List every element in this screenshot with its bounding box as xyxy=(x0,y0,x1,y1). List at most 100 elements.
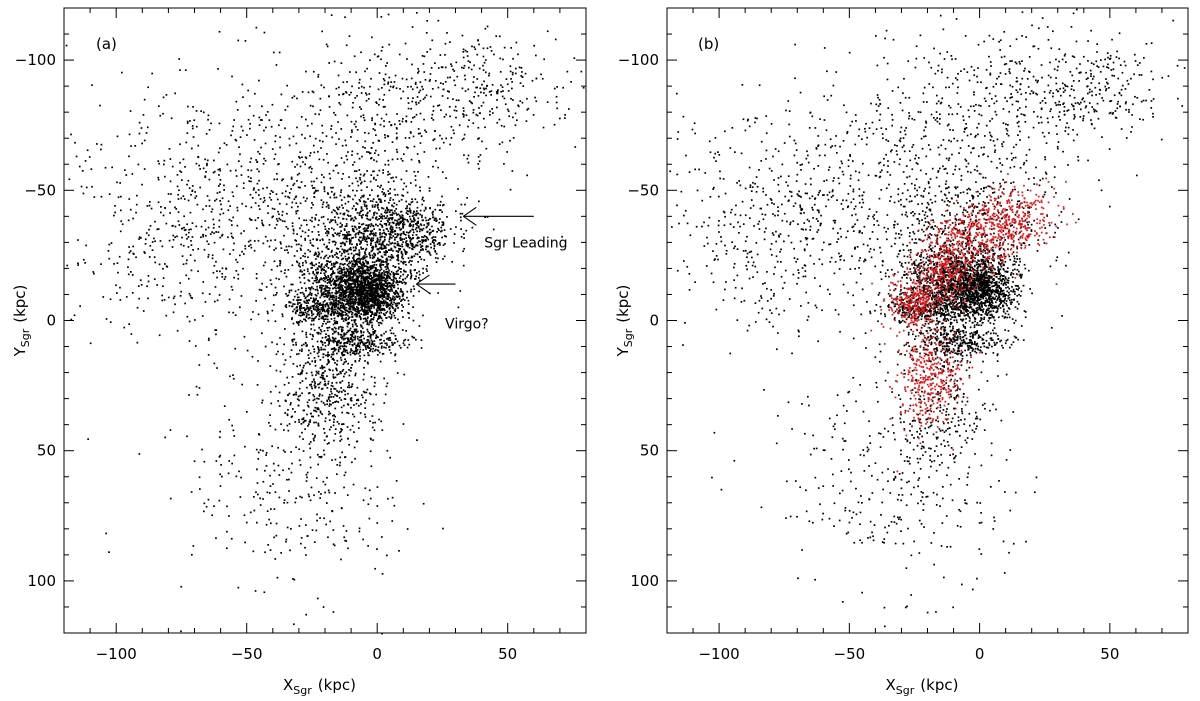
data-point xyxy=(309,242,312,244)
data-point xyxy=(388,238,391,240)
data-point xyxy=(330,14,333,16)
data-point xyxy=(421,236,423,238)
data-point xyxy=(524,72,527,75)
data-point xyxy=(335,304,338,307)
data-point xyxy=(292,184,295,187)
data-point xyxy=(426,265,428,267)
data-point xyxy=(427,219,430,221)
data-point xyxy=(356,313,359,316)
data-point xyxy=(276,198,279,201)
data-point xyxy=(366,317,369,320)
data-point xyxy=(182,263,185,266)
data-point xyxy=(369,278,371,280)
data-point xyxy=(388,269,390,272)
data-point xyxy=(408,343,411,346)
data-point xyxy=(359,259,362,261)
data-point xyxy=(351,154,353,156)
data-point xyxy=(386,292,388,295)
data-point xyxy=(312,305,315,307)
data-point xyxy=(410,244,413,246)
data-point xyxy=(426,51,429,53)
data-point xyxy=(349,262,352,264)
data-point xyxy=(372,281,374,284)
data-point xyxy=(353,254,355,257)
data-point xyxy=(384,199,386,202)
data-point xyxy=(341,242,343,245)
data-point xyxy=(281,192,284,195)
data-point xyxy=(304,185,306,187)
data-point xyxy=(380,287,383,289)
data-point xyxy=(306,197,308,200)
data-point xyxy=(255,300,257,302)
data-point xyxy=(320,287,322,289)
data-point xyxy=(468,119,470,121)
data-point xyxy=(387,289,390,291)
data-point xyxy=(422,196,424,199)
data-point xyxy=(338,295,341,297)
data-point xyxy=(390,247,392,250)
data-point xyxy=(326,329,329,332)
data-point xyxy=(347,275,350,277)
data-point xyxy=(349,275,351,278)
data-point xyxy=(352,288,355,291)
data-point xyxy=(511,71,514,74)
data-point xyxy=(377,55,380,58)
data-point xyxy=(374,267,377,269)
data-point xyxy=(457,188,459,190)
data-point xyxy=(315,275,317,277)
data-point xyxy=(413,214,416,216)
data-point xyxy=(386,219,389,222)
data-point xyxy=(369,300,372,303)
data-point xyxy=(360,306,362,309)
data-point xyxy=(364,289,367,291)
data-point xyxy=(458,124,461,127)
data-point xyxy=(483,92,485,94)
data-point xyxy=(353,286,356,288)
data-point xyxy=(340,284,343,286)
data-point xyxy=(365,214,367,217)
data-point xyxy=(169,180,172,183)
data-point xyxy=(338,138,340,140)
data-point xyxy=(363,227,366,229)
data-point xyxy=(343,275,346,277)
data-point xyxy=(391,221,394,224)
data-point xyxy=(512,57,514,60)
data-point xyxy=(384,266,387,268)
data-point xyxy=(271,148,274,150)
data-point xyxy=(393,296,396,299)
data-point xyxy=(383,289,386,291)
data-point xyxy=(434,160,437,162)
data-point xyxy=(406,275,408,278)
data-point xyxy=(314,251,317,254)
data-point xyxy=(373,316,375,319)
data-point xyxy=(568,108,570,110)
data-point xyxy=(477,95,480,97)
data-point xyxy=(429,254,432,256)
data-point xyxy=(258,194,260,196)
data-point xyxy=(356,276,358,279)
data-point xyxy=(296,180,298,182)
data-point xyxy=(433,219,436,221)
data-point xyxy=(335,327,337,330)
data-point xyxy=(397,318,399,321)
data-point xyxy=(349,334,352,336)
data-point xyxy=(236,261,239,264)
data-point xyxy=(396,244,399,247)
data-point xyxy=(342,303,345,305)
data-point xyxy=(327,218,329,221)
data-point xyxy=(378,294,381,297)
data-point xyxy=(114,205,116,207)
data-point xyxy=(109,321,112,323)
data-point xyxy=(330,284,332,286)
data-point xyxy=(338,234,341,237)
data-point xyxy=(356,152,359,155)
data-point xyxy=(364,310,367,312)
data-point xyxy=(357,238,360,241)
data-point xyxy=(353,288,356,291)
data-point xyxy=(381,272,383,274)
data-point xyxy=(400,260,402,263)
data-point xyxy=(444,81,447,83)
data-point xyxy=(302,161,304,163)
data-point xyxy=(360,189,363,192)
data-point xyxy=(292,229,295,232)
